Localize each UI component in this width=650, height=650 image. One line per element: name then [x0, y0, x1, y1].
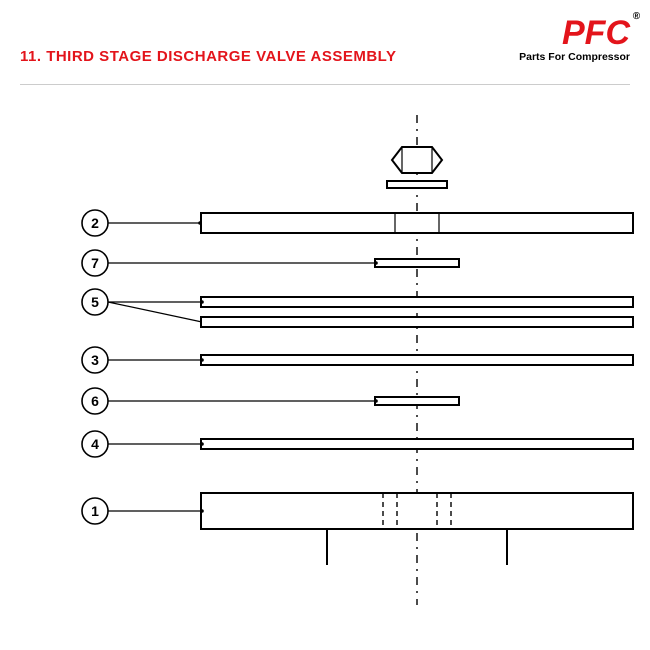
logo-tagline: Parts For Compressor	[519, 51, 630, 63]
svg-text:4: 4	[91, 436, 99, 452]
svg-text:3: 3	[91, 352, 99, 368]
svg-text:5: 5	[91, 294, 99, 310]
registered-icon: ®	[633, 12, 640, 21]
svg-text:7: 7	[91, 255, 99, 271]
exploded-diagram: 2 7 5 3 6 4 1	[0, 85, 650, 650]
logo: PFC ® Parts For Compressor	[519, 18, 630, 63]
svg-text:6: 6	[91, 393, 99, 409]
header: 11. THIRD STAGE DISCHARGE VALVE ASSEMBLY…	[20, 30, 630, 85]
svg-text:1: 1	[91, 503, 99, 519]
logo-text: PFC ®	[519, 18, 630, 49]
svg-text:2: 2	[91, 215, 99, 231]
page-title: 11. THIRD STAGE DISCHARGE VALVE ASSEMBLY	[20, 48, 396, 65]
